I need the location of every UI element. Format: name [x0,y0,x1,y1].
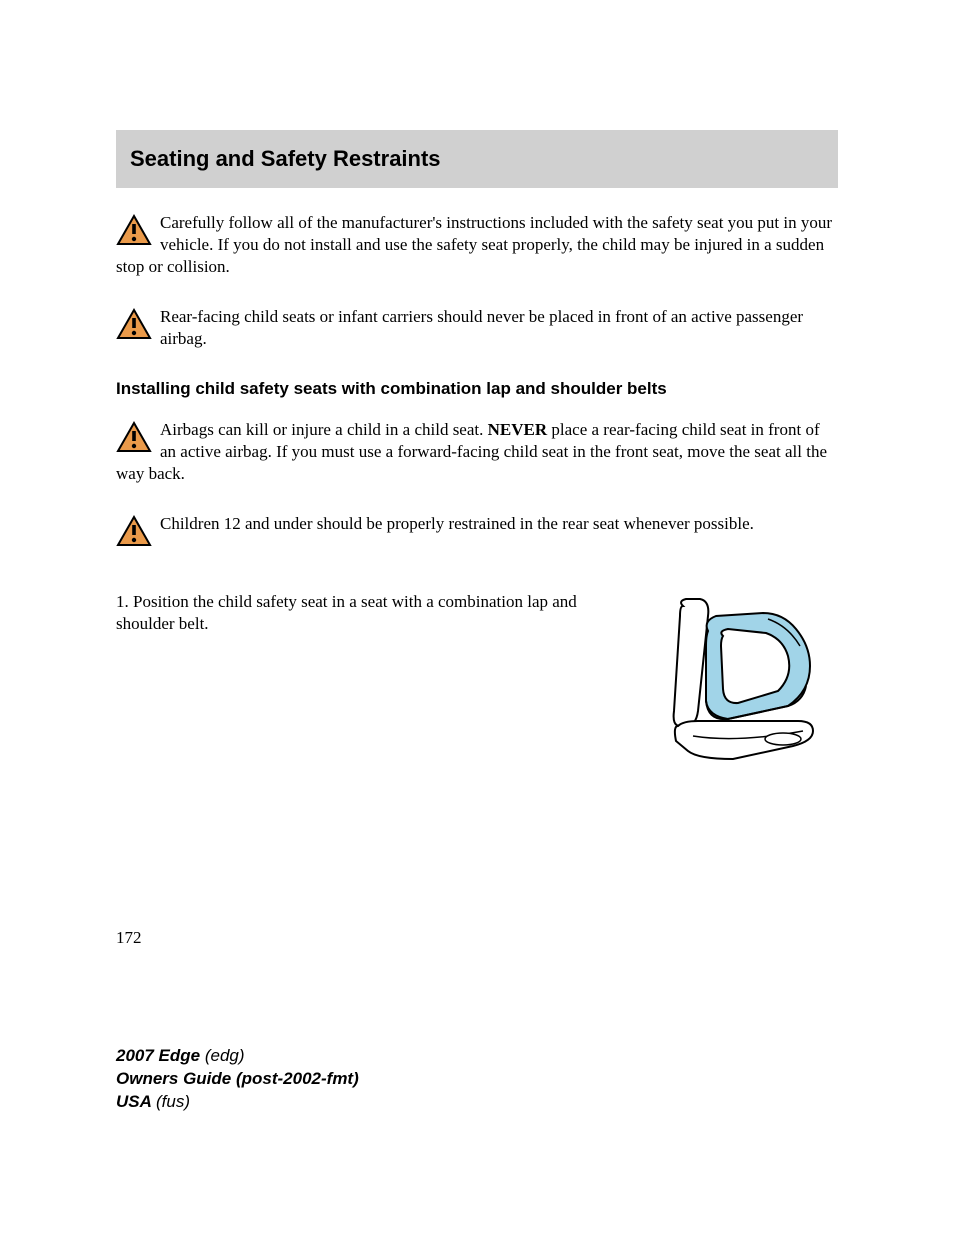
section-title: Seating and Safety Restraints [130,146,824,172]
child-seat-illustration [638,591,838,796]
footer-code: (edg) [205,1046,245,1065]
step-text: 1. Position the child safety seat in a s… [116,591,638,635]
warning-icon [116,214,152,252]
footer-model: 2007 Edge [116,1046,205,1065]
subheading: Installing child safety seats with combi… [116,378,838,400]
footer-line-2: Owners Guide (post-2002-fmt) [116,1068,359,1091]
footer-region-code: (fus) [156,1092,190,1111]
warning-block: Rear-facing child seats or infant carrie… [116,306,838,350]
warning-block: Carefully follow all of the manufacturer… [116,212,838,278]
page-container: Seating and Safety Restraints Carefully … [0,0,954,796]
warning-icon [116,308,152,346]
footer-line-3: USA (fus) [116,1091,359,1114]
page-number: 172 [116,928,142,948]
warning-icon [116,421,152,459]
warning-block: Airbags can kill or injure a child in a … [116,419,838,485]
step-row: 1. Position the child safety seat in a s… [116,591,838,796]
section-header: Seating and Safety Restraints [116,130,838,188]
footer-guide: Owners Guide (post-2002-fmt) [116,1069,359,1088]
warning-text: Airbags can kill or injure a child in a … [116,420,827,483]
warning-block: Children 12 and under should be properly… [116,513,838,553]
warning-icon [116,515,152,553]
warning-text: Children 12 and under should be properly… [160,514,754,533]
warning-text: Carefully follow all of the manufacturer… [116,213,832,276]
footer-region: USA [116,1092,156,1111]
warning-text: Rear-facing child seats or infant carrie… [160,307,803,348]
warning-pre: Airbags can kill or injure a child in a … [160,420,488,439]
footer-line-1: 2007 Edge (edg) [116,1045,359,1068]
warning-bold: NEVER [488,420,548,439]
footer: 2007 Edge (edg) Owners Guide (post-2002-… [116,1045,359,1114]
